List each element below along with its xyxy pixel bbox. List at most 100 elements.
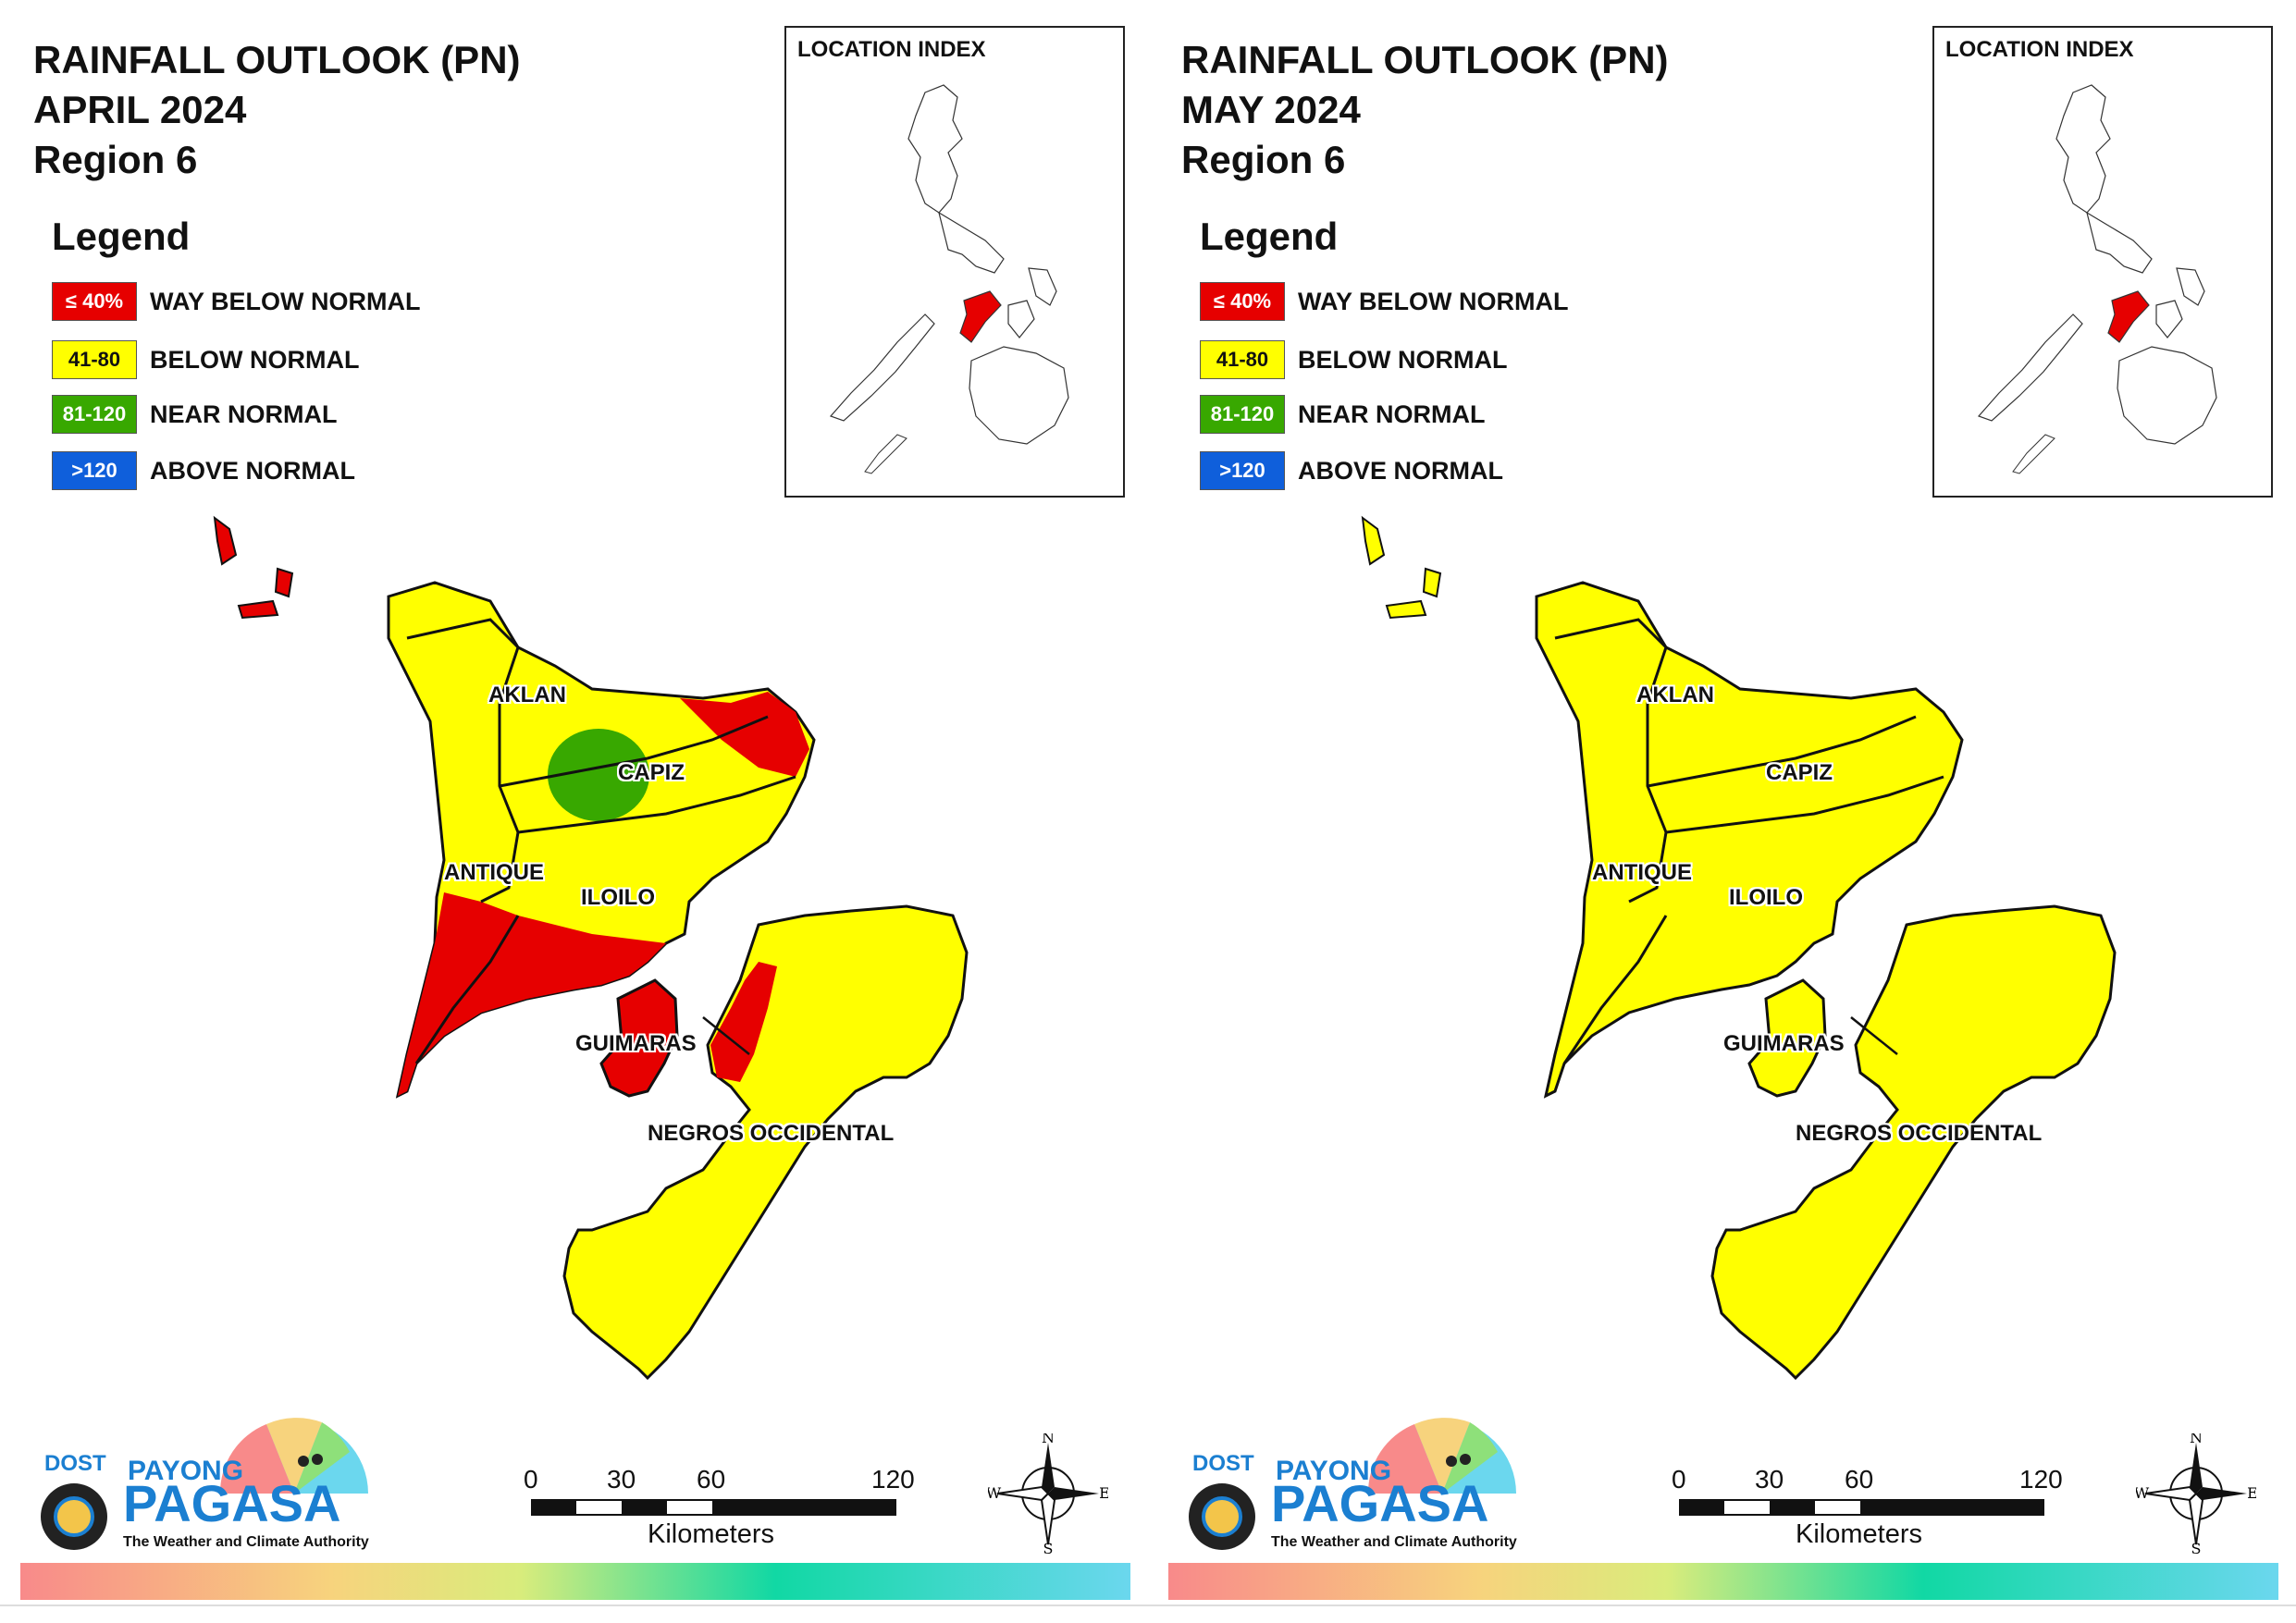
- inset-title: LOCATION INDEX: [797, 37, 986, 62]
- scale-tick-60: 60: [1845, 1465, 1874, 1494]
- april-outlook-panel: RAINFALL OUTLOOK (PN) APRIL 2024 Region …: [0, 26, 1148, 1606]
- map-title: RAINFALL OUTLOOK (PN) MAY 2024 Region 6: [1181, 35, 1669, 185]
- legend-label: WAY BELOW NORMAL: [150, 287, 421, 315]
- footer-gradient-bar: [20, 1563, 1130, 1600]
- tagline-text: The Weather and Climate Authority: [1271, 1534, 1517, 1550]
- north-arrow-icon: N E S W: [2136, 1433, 2256, 1554]
- compass-s: S: [1043, 1540, 1054, 1554]
- way-below-zone-northeast: [680, 692, 809, 777]
- legend-swatch-blue: >120: [1200, 451, 1285, 490]
- legend-swatch-red: ≤ 40%: [52, 282, 137, 321]
- scale-tick-120: 120: [871, 1465, 915, 1494]
- label-guimaras: GUIMARAS: [575, 1031, 697, 1056]
- guimaras-island: [1747, 978, 1827, 1098]
- compass-n: N: [2190, 1433, 2203, 1446]
- label-guimaras: GUIMARAS: [1723, 1031, 1845, 1056]
- legend-label: NEAR NORMAL: [1298, 400, 1486, 428]
- legend-swatch-yellow: 41-80: [1200, 340, 1285, 379]
- title-line-2: APRIL 2024: [33, 88, 247, 131]
- pagasa-text: PAGASA: [123, 1474, 340, 1532]
- legend-label: BELOW NORMAL: [150, 345, 360, 374]
- label-negros-occidental: NEGROS OCCIDENTAL: [648, 1121, 895, 1146]
- scale-tick-30: 30: [607, 1465, 636, 1494]
- compass-e: E: [2247, 1484, 2256, 1502]
- label-negros-occidental: NEGROS OCCIDENTAL: [1796, 1121, 2043, 1146]
- title-line-3: Region 6: [33, 138, 198, 181]
- legend-item-near: 81-120 NEAR NORMAL: [1200, 393, 1486, 436]
- region-6-map: [213, 515, 969, 1381]
- legend-item-below: 41-80 BELOW NORMAL: [52, 338, 359, 381]
- title-line-1: RAINFALL OUTLOOK (PN): [33, 38, 521, 81]
- label-capiz: CAPIZ: [1766, 760, 1833, 785]
- philippines-locator-map: [1977, 84, 2217, 474]
- legend-item-way-below: ≤ 40% WAY BELOW NORMAL: [52, 280, 421, 323]
- label-antique: ANTIQUE: [1592, 860, 1692, 885]
- dost-text: DOST: [44, 1451, 106, 1476]
- compass-w: W: [988, 1484, 1002, 1502]
- label-aklan: AKLAN: [1636, 682, 1714, 707]
- legend-heading: Legend: [52, 215, 191, 258]
- legend-item-near: 81-120 NEAR NORMAL: [52, 393, 338, 436]
- scale-unit: Kilometers: [648, 1519, 774, 1549]
- title-line-2: MAY 2024: [1181, 88, 1361, 131]
- legend-item-above: >120 ABOVE NORMAL: [52, 449, 355, 492]
- payong-text: PAYONG: [128, 1456, 243, 1486]
- tagline-text: The Weather and Climate Authority: [123, 1534, 369, 1550]
- label-iloilo: ILOILO: [581, 885, 655, 910]
- payong-pagasa-logo: DOST PAYONG PAGASA The Weather and Clima…: [1189, 1418, 1517, 1550]
- divider: [0, 1605, 1148, 1606]
- may-outlook-panel: RAINFALL OUTLOOK (PN) MAY 2024 Region 6 …: [1148, 0, 2296, 1623]
- label-capiz: CAPIZ: [618, 760, 685, 785]
- legend-swatch-red: ≤ 40%: [1200, 282, 1285, 321]
- legend-label: ABOVE NORMAL: [150, 456, 355, 485]
- compass-e: E: [1099, 1484, 1108, 1502]
- inset-title: LOCATION INDEX: [1945, 37, 2134, 62]
- legend-swatch-green: 81-120: [1200, 395, 1285, 434]
- guimaras-island: [599, 978, 679, 1098]
- region-6-map: [1361, 515, 2117, 1381]
- scale-tick-0: 0: [1672, 1465, 1686, 1494]
- footer-gradient-bar: [1168, 1563, 2278, 1600]
- label-antique: ANTIQUE: [444, 860, 544, 885]
- title-line-1: RAINFALL OUTLOOK (PN): [1181, 38, 1669, 81]
- legend-swatch-green: 81-120: [52, 395, 137, 434]
- payong-text: PAYONG: [1276, 1456, 1391, 1486]
- negros-occidental: [1710, 904, 2117, 1381]
- scale-unit: Kilometers: [1796, 1519, 1922, 1549]
- north-arrow-icon: N E S W: [988, 1433, 1108, 1554]
- legend-item-above: >120 ABOVE NORMAL: [1200, 449, 1503, 492]
- legend-label: NEAR NORMAL: [150, 400, 338, 428]
- way-below-zone-south: [398, 892, 666, 1096]
- scale-tick-30: 30: [1755, 1465, 1784, 1494]
- legend-heading: Legend: [1200, 215, 1339, 258]
- payong-pagasa-logo: DOST PAYONG PAGASA The Weather and Clima…: [41, 1418, 369, 1550]
- scale-bar: [531, 1499, 896, 1516]
- legend-label: BELOW NORMAL: [1298, 345, 1508, 374]
- panay-island: [1535, 581, 1964, 1099]
- legend-swatch-yellow: 41-80: [52, 340, 137, 379]
- scale-bar: [1679, 1499, 2044, 1516]
- legend-label: WAY BELOW NORMAL: [1298, 287, 1569, 315]
- pagasa-text: PAGASA: [1271, 1474, 1488, 1532]
- scale-tick-0: 0: [524, 1465, 538, 1494]
- legend-swatch-blue: >120: [52, 451, 137, 490]
- divider: [1148, 1605, 2296, 1606]
- location-index-inset: LOCATION INDEX: [784, 26, 1125, 498]
- compass-s: S: [2191, 1540, 2202, 1554]
- dost-text: DOST: [1192, 1451, 1254, 1476]
- scale-tick-60: 60: [697, 1465, 726, 1494]
- legend-item-way-below: ≤ 40% WAY BELOW NORMAL: [1200, 280, 1569, 323]
- near-normal-zone: [548, 729, 649, 821]
- scale-tick-120: 120: [2019, 1465, 2063, 1494]
- map-title: RAINFALL OUTLOOK (PN) APRIL 2024 Region …: [33, 35, 521, 185]
- legend-label: ABOVE NORMAL: [1298, 456, 1503, 485]
- philippines-locator-map: [829, 84, 1069, 474]
- location-index-inset: LOCATION INDEX: [1932, 26, 2273, 498]
- title-line-3: Region 6: [1181, 138, 1346, 181]
- compass-w: W: [2136, 1484, 2150, 1502]
- label-aklan: AKLAN: [488, 682, 566, 707]
- way-below-zone-negros: [710, 962, 777, 1082]
- compass-n: N: [1042, 1433, 1055, 1446]
- legend-item-below: 41-80 BELOW NORMAL: [1200, 338, 1507, 381]
- label-iloilo: ILOILO: [1729, 885, 1803, 910]
